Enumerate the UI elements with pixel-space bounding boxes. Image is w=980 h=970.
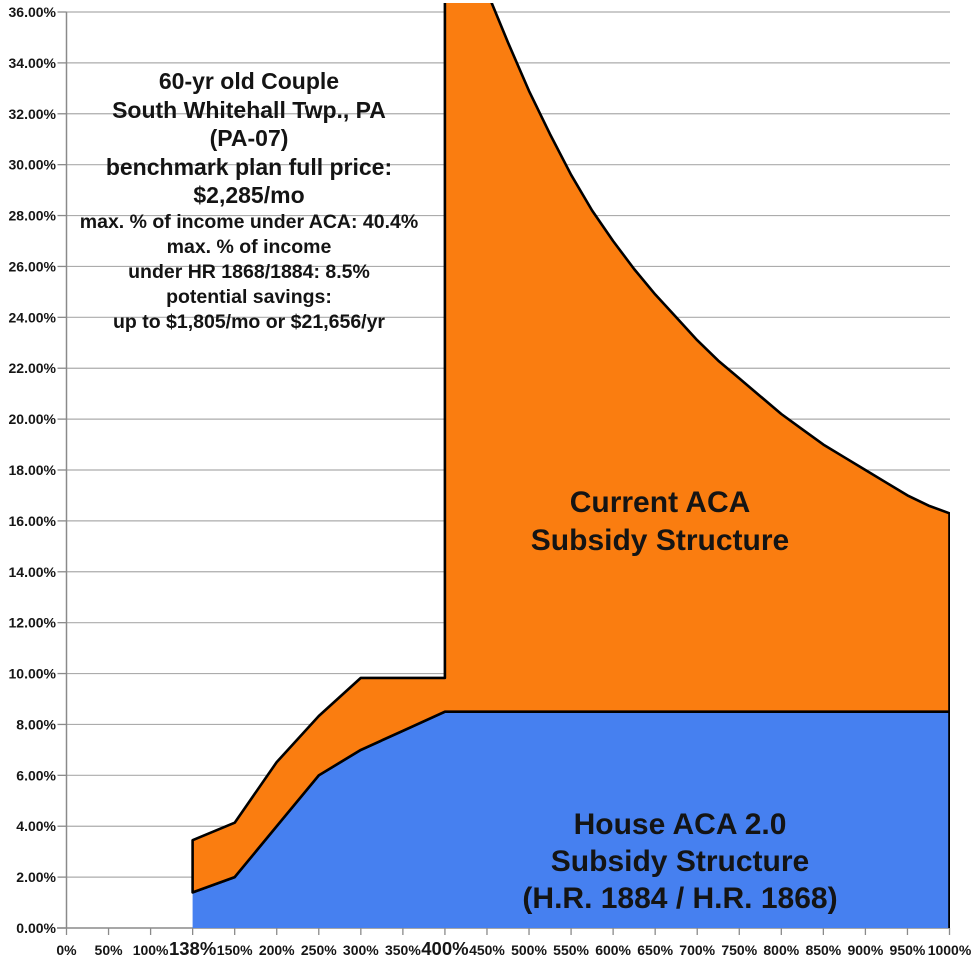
y-tick-label: 18.00% [9,462,57,478]
y-tick-label: 16.00% [9,513,57,529]
y-tick-label: 32.00% [9,106,57,122]
x-tick-label: 800% [763,942,799,958]
x-tick-label: 138% [169,938,216,959]
series-label-line: (H.R. 1884 / H.R. 1868) [522,882,838,915]
x-tick-label: 1000% [928,942,972,958]
series-areas [191,3,950,928]
y-tick-label: 30.00% [9,157,57,173]
series-label-line: Current ACA [569,486,751,519]
series-label-line: Subsidy Structure [550,845,810,878]
series-label-line: House ACA 2.0 [573,808,787,841]
x-tick-label: 350% [385,942,421,958]
x-tick-label: 300% [343,942,379,958]
scenario-annotation: 60-yr old Couple South Whitehall Twp., P… [60,67,438,335]
y-tick-label: 14.00% [9,564,57,580]
x-axis-labels: 0% 50% 100% 138% 150% 200% 250% 300% 350% 400% 450… [56,938,971,959]
y-tick-label: 8.00% [16,716,56,732]
annotation-line: max. % of income under ACA: 40.4% [79,210,419,233]
y-tick-label: 12.00% [9,615,57,631]
house-aca-area [192,711,950,928]
annotation-line: 60-yr old Couple [158,68,340,94]
y-tick-label: 2.00% [16,869,56,885]
x-tick-label: 0% [56,942,77,958]
annotation-line: potential savings: [166,285,332,308]
x-tick-label: 700% [679,942,715,958]
annotation-line: under HR 1868/1884: 8.5% [128,260,370,283]
y-tick-label: 6.00% [16,767,56,783]
house-aca-series-label: House ACA 2.0 Subsidy Structure (H.R. 18… [445,806,915,917]
x-tick-label: 650% [637,942,673,958]
x-tick-label: 200% [259,942,295,958]
annotation-line: up to $1,805/mo or $21,656/yr [112,310,386,333]
y-tick-label: 4.00% [16,818,56,834]
x-tick-label: 950% [890,942,926,958]
current-aca-series-label: Current ACA Subsidy Structure [455,484,865,560]
y-tick-label: 0.00% [16,920,56,936]
x-tick-label: 450% [469,942,505,958]
y-tick-label: 26.00% [9,258,57,274]
x-tick-label: 50% [95,942,124,958]
series-label-line: Subsidy Structure [530,524,790,557]
y-tick-label: 28.00% [9,208,57,224]
x-tick-label: 850% [805,942,841,958]
annotation-line: South Whitehall Twp., PA [112,96,386,123]
x-tick-label: 250% [301,942,337,958]
annotation-line: max. % of income [166,235,332,258]
x-tick-label: 900% [847,942,883,958]
annotation-line: $2,285/mo [193,182,305,208]
x-tick-label: 400% [421,938,468,959]
y-tick-label: 10.00% [9,666,57,682]
x-tick-label: 600% [595,942,631,958]
x-tick-label: 150% [217,942,253,958]
y-tick-label: 36.00% [9,4,57,20]
y-tick-label: 20.00% [9,411,57,427]
annotation-line: benchmark plan full price: [105,153,393,180]
x-tick-label: 550% [553,942,589,958]
y-axis-labels: 0.00% 2.00% 4.00% 6.00% 8.00% 10.00% 12.00% 14.… [9,4,57,936]
annotation-line: (PA-07) [209,125,289,151]
y-tick-label: 22.00% [9,360,57,376]
y-tick-label: 34.00% [9,55,57,71]
x-tick-label: 100% [133,942,169,958]
x-tick-label: 500% [511,942,547,958]
current-aca-area [191,3,950,894]
x-tick-label: 750% [721,942,757,958]
y-tick-label: 24.00% [9,309,57,325]
